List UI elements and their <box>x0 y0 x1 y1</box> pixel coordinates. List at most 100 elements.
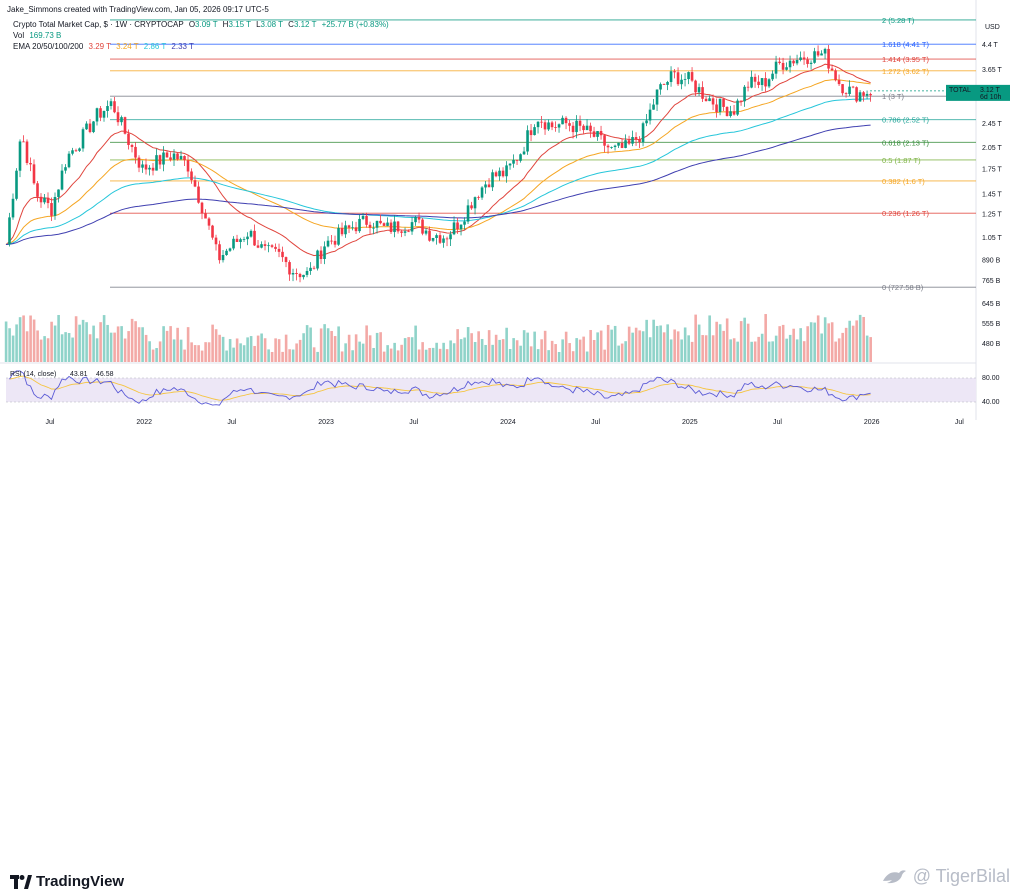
volume-bar <box>400 344 403 362</box>
volume-bar <box>326 328 330 362</box>
volume-bar <box>575 338 578 362</box>
volume-bar <box>239 343 242 362</box>
volume-bar <box>302 333 305 362</box>
candle-body <box>522 151 526 155</box>
candle-body <box>116 112 120 123</box>
volume-bar <box>50 321 53 362</box>
rsi-line <box>9 370 871 406</box>
rsi-label[interactable]: RSI (14, close) <box>10 371 56 378</box>
volume-bar <box>624 341 627 362</box>
volume-bar <box>74 316 78 362</box>
volume-bar <box>512 338 515 362</box>
fib-level-label: 0.236 (1.26 T) <box>882 209 929 218</box>
footer: TradingView @ TigerBilal <box>0 432 1024 890</box>
candle-body <box>508 163 512 166</box>
candle-body <box>316 250 319 269</box>
candle-body <box>498 170 501 177</box>
legend-ema-row: EMA 20/50/100/200 3.29 T 3.24 T 2.86 T 2… <box>13 41 389 52</box>
candle-body <box>32 164 36 184</box>
candle-body <box>354 227 358 232</box>
volume-bar <box>162 326 165 362</box>
candle-body <box>711 98 715 105</box>
volume-bar <box>799 328 802 362</box>
volume-bar <box>46 338 50 362</box>
tradingview-logo[interactable]: TradingView <box>10 873 124 890</box>
volume-bar <box>862 316 865 362</box>
volume-bar <box>410 337 414 362</box>
volume-bar <box>85 322 88 362</box>
volume-bar <box>270 351 274 362</box>
volume-bar <box>15 324 18 362</box>
legend-symbol[interactable]: Crypto Total Market Cap, $ · 1W · CRYPTO… <box>13 20 184 29</box>
candle-body <box>274 246 277 249</box>
candle-body <box>505 165 508 177</box>
candle-body <box>536 121 540 128</box>
candle-body <box>127 133 130 145</box>
candle-body <box>162 152 165 165</box>
candle-body <box>585 125 589 131</box>
volume-bar <box>816 315 820 362</box>
chart-legend: Crypto Total Market Cap, $ · 1W · CRYPTO… <box>13 19 389 52</box>
candle-body <box>785 67 788 70</box>
volume-bar <box>228 339 232 362</box>
volume-bar <box>421 342 424 362</box>
candle-body <box>22 141 25 143</box>
volume-bar <box>197 345 200 362</box>
volume-bar <box>277 339 281 362</box>
volume-bar <box>312 347 316 362</box>
candle-body <box>312 267 316 269</box>
volume-bar <box>186 327 190 362</box>
volume-bar <box>550 340 554 362</box>
legend-ema200: 2.33 T <box>171 42 194 51</box>
volume-bar <box>309 327 312 362</box>
candle-body <box>407 231 410 233</box>
legend-ema-label[interactable]: EMA 20/50/100/200 <box>13 42 84 51</box>
candle-body <box>379 220 382 224</box>
volume-bar <box>445 349 449 362</box>
volume-bar <box>645 319 648 362</box>
candle-body <box>473 197 477 209</box>
candle-body <box>746 86 750 88</box>
volume-bar <box>256 335 260 362</box>
candle-body <box>417 216 421 220</box>
volume-bar <box>589 329 592 362</box>
volume-bar <box>361 343 365 362</box>
candle-body <box>512 159 515 164</box>
candle-body <box>123 117 127 134</box>
volume-bar <box>494 334 498 362</box>
candle-body <box>554 127 557 128</box>
candle-body <box>715 104 718 113</box>
volume-bar <box>848 320 851 362</box>
price-badge-value: 3.12 T <box>980 87 1000 94</box>
fib-level-label: 0 (727.58 B) <box>882 283 924 292</box>
candle-body <box>533 127 536 136</box>
candle-body <box>95 108 99 122</box>
volume-bar <box>305 325 309 362</box>
candle-body <box>582 125 585 131</box>
candle-body <box>802 57 806 60</box>
candle-body <box>830 68 834 71</box>
candle-body <box>515 159 519 161</box>
volume-bar <box>498 339 501 362</box>
volume-bar <box>547 350 550 362</box>
volume-bar <box>354 334 358 362</box>
volume-bar <box>417 349 421 362</box>
volume-bar <box>351 350 354 362</box>
volume-bar <box>718 324 722 362</box>
price-tick-label: 555 B <box>982 321 1001 328</box>
candle-body <box>421 219 424 234</box>
candle-body <box>501 170 505 177</box>
legend-vol-label[interactable]: Vol <box>13 31 25 40</box>
candle-body <box>295 272 298 274</box>
volume-bar <box>834 341 837 362</box>
volume-bar <box>144 334 148 362</box>
candle-body <box>158 155 162 165</box>
candle-body <box>60 170 64 190</box>
volume-bar <box>785 338 788 362</box>
volume-bar <box>813 322 816 362</box>
candle-body <box>757 81 760 86</box>
candle-body <box>683 79 687 80</box>
candle-body <box>151 167 155 171</box>
volume-bar <box>519 345 522 362</box>
